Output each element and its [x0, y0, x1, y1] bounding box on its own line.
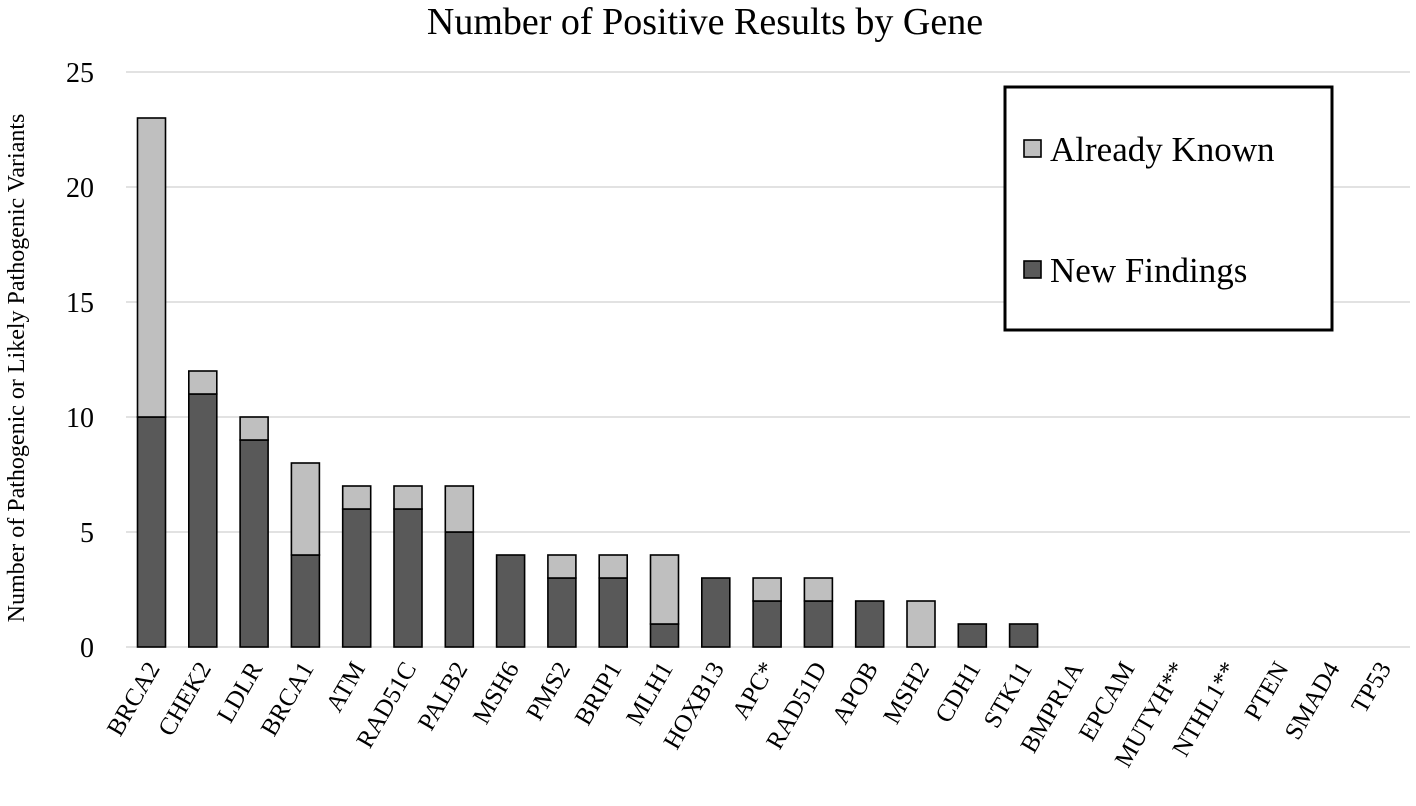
gridlines [126, 71, 1410, 648]
bar-already-known-brip1 [598, 554, 629, 579]
x-tick-label-palb2: PALB2 [413, 658, 473, 736]
bar-new-findings-brca1 [290, 554, 321, 648]
bar-already-known-rad51d [803, 577, 834, 602]
legend: Already Known New Findings [1003, 85, 1334, 332]
bar-already-known-msh2 [906, 600, 936, 648]
x-tick-label-msh6: MSH6 [468, 658, 525, 729]
bar-already-known-brca2 [136, 117, 167, 418]
y-tick-label: 25 [66, 58, 94, 89]
bar-already-known-mlh1 [649, 554, 680, 625]
bar-new-findings-rad51d [803, 600, 834, 648]
x-tick-label-pms2: PMS2 [521, 658, 576, 726]
bar-new-findings-brip1 [598, 577, 629, 648]
x-tick-label-tp53: TP53 [1346, 658, 1396, 718]
bar-new-findings-atm [341, 508, 372, 648]
bar-already-known-chek2 [188, 370, 218, 395]
x-tick-label-apob: APOB [827, 658, 884, 729]
bar-new-findings-cdh1 [957, 623, 988, 648]
bar-already-known-palb2 [444, 485, 475, 533]
y-tick-label: 0 [80, 633, 94, 664]
bar-already-known-pms2 [547, 554, 577, 579]
bar-new-findings-apob [854, 600, 885, 648]
y-axis-ticks: 0 5 10 15 20 25 [66, 58, 94, 664]
bar-new-findings-brca2 [136, 416, 167, 648]
legend-swatch-new-findings [1023, 260, 1042, 279]
bar-new-findings-rad51c [393, 508, 423, 648]
bar-new-findings-chek2 [188, 393, 218, 648]
bar-already-known-ldlr [239, 416, 269, 441]
bar-new-findings-apc [752, 600, 782, 648]
bar-already-known-atm [341, 485, 372, 510]
x-tick-label-brip1: BRIP1 [570, 658, 627, 730]
x-tick-label-pten: PTEN [1240, 658, 1295, 726]
x-tick-label-ldlr: LDLR [212, 657, 268, 727]
x-tick-label-atm: ATM [321, 658, 371, 717]
bar-new-findings-pms2 [547, 577, 577, 648]
y-tick-label: 15 [66, 288, 94, 319]
chart-title: Number of Positive Results by Gene [427, 1, 983, 43]
bar-new-findings-mlh1 [649, 623, 680, 648]
x-tick-label-cdh1: CDH1 [930, 658, 986, 728]
bars [136, 117, 1039, 648]
bar-new-findings-stk11 [1008, 623, 1039, 648]
y-tick-label: 20 [66, 173, 94, 204]
bar-new-findings-palb2 [444, 531, 475, 648]
bar-new-findings-hoxb13 [700, 577, 731, 648]
bar-already-known-rad51c [393, 485, 423, 510]
legend-label-already-known: Already Known [1050, 130, 1275, 169]
bar-already-known-brca1 [290, 462, 321, 556]
x-tick-label-msh2: MSH2 [878, 658, 935, 729]
legend-frame [1003, 85, 1334, 332]
legend-swatch-already-known [1023, 139, 1042, 158]
bar-already-known-apc [752, 577, 782, 602]
legend-label-new-findings: New Findings [1050, 251, 1247, 290]
y-tick-label: 10 [66, 403, 94, 434]
y-tick-label: 5 [80, 518, 94, 549]
bar-new-findings-ldlr [239, 439, 269, 648]
x-tick-label-apc: APC* [727, 658, 781, 724]
y-axis-title: Number of Pathogenic or Likely Pathogeni… [4, 114, 30, 623]
bar-new-findings-msh6 [495, 554, 526, 648]
